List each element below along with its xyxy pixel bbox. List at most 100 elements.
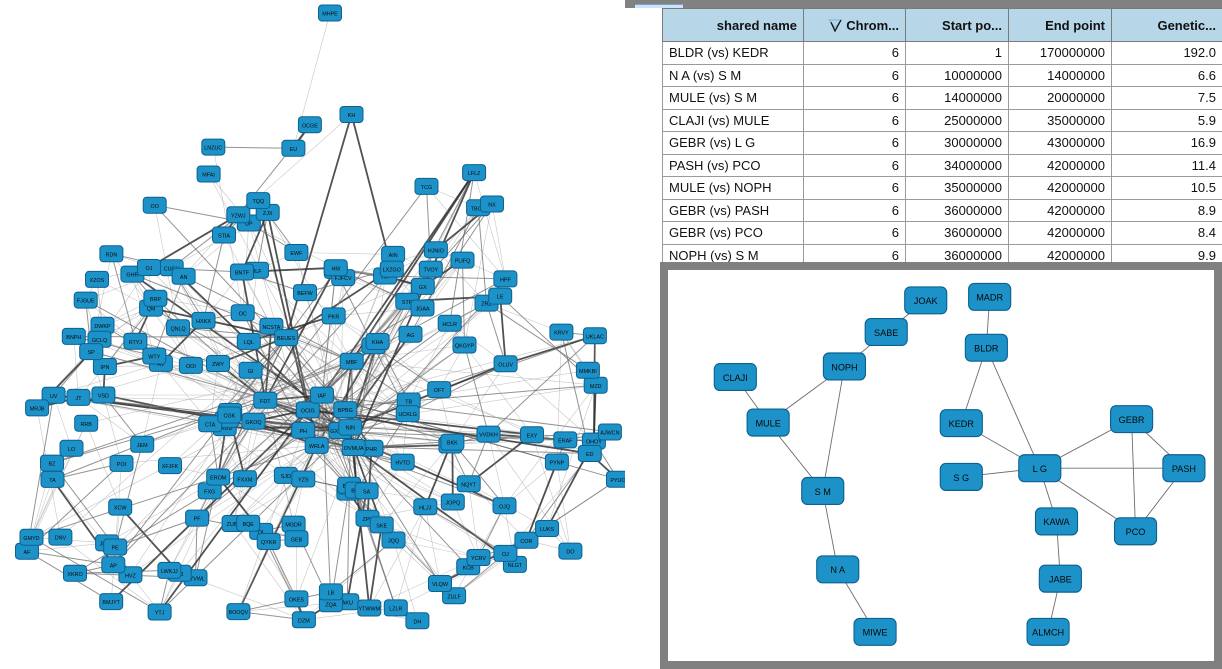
- svg-text:YCRV: YCRV: [471, 556, 486, 562]
- svg-text:LO: LO: [68, 447, 75, 453]
- svg-text:OCIG: OCIG: [301, 409, 315, 415]
- svg-text:PYUO: PYUO: [610, 478, 625, 484]
- svg-text:MMKBI: MMKBI: [579, 369, 597, 375]
- svg-text:BZ: BZ: [49, 462, 57, 468]
- svg-text:KEDR: KEDR: [949, 419, 975, 429]
- svg-text:GMYD: GMYD: [23, 536, 39, 542]
- svg-text:JT: JT: [76, 396, 83, 402]
- svg-text:QKGYP: QKGYP: [455, 344, 475, 350]
- svg-text:HM: HM: [332, 266, 341, 272]
- svg-text:COR: COR: [520, 539, 532, 545]
- svg-text:CLAJI: CLAJI: [723, 373, 748, 383]
- svg-text:OKES: OKES: [289, 598, 304, 604]
- svg-text:KCB: KCB: [463, 565, 474, 571]
- svg-text:BPBG: BPBG: [338, 408, 353, 414]
- svg-text:VVDKH: VVDKH: [479, 433, 498, 439]
- svg-text:JOPQ: JOPQ: [445, 501, 460, 507]
- svg-text:XZOS: XZOS: [90, 278, 105, 284]
- svg-text:ALMCH: ALMCH: [1032, 628, 1064, 638]
- svg-text:MBF: MBF: [346, 360, 358, 366]
- svg-text:HLJJ: HLJJ: [419, 505, 432, 511]
- svg-text:L G: L G: [1033, 464, 1047, 474]
- svg-text:UCKLG: UCKLG: [398, 412, 417, 418]
- svg-text:XFJFK: XFJFK: [162, 464, 179, 470]
- svg-text:OHOY: OHOY: [586, 440, 602, 446]
- svg-text:EROM: EROM: [210, 476, 227, 482]
- svg-text:YTWWM: YTWWM: [359, 607, 381, 613]
- svg-text:LXZGO: LXZGO: [383, 268, 401, 274]
- svg-text:GI: GI: [248, 369, 254, 375]
- svg-text:AF: AF: [24, 550, 32, 556]
- svg-text:HPF: HPF: [500, 278, 511, 284]
- svg-text:ZJX: ZJX: [263, 211, 273, 217]
- svg-text:HJNIO: HJNIO: [428, 248, 444, 254]
- svg-text:BNTF: BNTF: [235, 271, 250, 277]
- svg-text:GEBR: GEBR: [1119, 415, 1145, 425]
- svg-text:MADR: MADR: [976, 293, 1003, 303]
- svg-text:NX: NX: [488, 203, 496, 209]
- svg-text:NLGT: NLGT: [508, 563, 523, 569]
- svg-text:OJ: OJ: [502, 552, 509, 558]
- svg-text:PYNP: PYNP: [550, 461, 565, 467]
- svg-text:WRLA: WRLA: [309, 444, 325, 450]
- svg-text:MULE: MULE: [755, 418, 780, 428]
- svg-text:FJGUE: FJGUE: [77, 299, 95, 305]
- svg-text:ZQA: ZQA: [325, 602, 336, 608]
- svg-text:ED: ED: [586, 452, 594, 458]
- svg-text:LB: LB: [328, 591, 335, 597]
- svg-text:TVOY: TVOY: [423, 268, 438, 274]
- svg-text:MHPE: MHPE: [322, 12, 338, 18]
- svg-text:KRVY: KRVY: [554, 331, 569, 337]
- svg-text:PF: PF: [194, 517, 202, 523]
- svg-text:OCGE: OCGE: [302, 123, 318, 129]
- svg-text:CTA: CTA: [205, 422, 216, 428]
- svg-text:RDN: RDN: [106, 252, 118, 258]
- svg-text:S G: S G: [953, 473, 969, 483]
- svg-text:TA: TA: [49, 478, 56, 484]
- svg-text:GEB: GEB: [291, 537, 303, 543]
- svg-text:XCW: XCW: [114, 506, 127, 512]
- svg-text:QM: QM: [147, 307, 156, 313]
- svg-text:OJQ: OJQ: [499, 504, 510, 510]
- svg-text:DNV: DNV: [55, 536, 67, 542]
- svg-text:TCG: TCG: [421, 185, 432, 191]
- svg-text:FXXM: FXXM: [237, 477, 252, 483]
- svg-text:PCO: PCO: [1126, 527, 1146, 537]
- svg-text:WTY: WTY: [148, 355, 160, 361]
- svg-text:KHA: KHA: [372, 340, 383, 346]
- svg-text:SP: SP: [88, 350, 96, 356]
- svg-text:DH: DH: [414, 619, 422, 625]
- svg-text:JGAA: JGAA: [415, 307, 429, 313]
- svg-text:MFAI: MFAI: [202, 173, 215, 179]
- svg-text:AIN: AIN: [389, 253, 398, 259]
- svg-text:OO: OO: [151, 204, 159, 210]
- svg-text:KH: KH: [348, 113, 356, 119]
- svg-text:QYKR: QYKR: [261, 540, 276, 546]
- svg-text:ZWY: ZWY: [212, 362, 224, 368]
- svg-text:GKOQ: GKOQ: [245, 420, 261, 426]
- svg-text:PLIFQ: PLIFQ: [455, 259, 471, 265]
- svg-text:TB: TB: [405, 400, 412, 406]
- svg-text:XKRO: XKRO: [67, 572, 82, 578]
- svg-text:PE: PE: [112, 546, 120, 552]
- svg-text:RTYJ: RTYJ: [129, 340, 143, 346]
- svg-text:PHR: PHR: [366, 447, 377, 453]
- svg-text:LFLZ: LFLZ: [468, 171, 481, 177]
- svg-text:YZWJ: YZWJ: [231, 213, 246, 219]
- svg-text:GHR: GHR: [126, 273, 138, 279]
- svg-text:LWKJJ: LWKJJ: [161, 569, 178, 575]
- svg-text:LE: LE: [497, 295, 504, 301]
- svg-text:AJWCN: AJWCN: [600, 431, 619, 437]
- svg-text:DWKP: DWKP: [94, 324, 111, 330]
- svg-text:BKK: BKK: [447, 441, 458, 447]
- svg-text:OC: OC: [239, 311, 247, 317]
- svg-text:BRP: BRP: [150, 297, 161, 303]
- svg-text:JEM: JEM: [137, 443, 148, 449]
- svg-text:EWF: EWF: [290, 251, 303, 257]
- svg-text:MGDR: MGDR: [285, 523, 302, 529]
- svg-text:YTJ: YTJ: [155, 611, 165, 617]
- svg-text:FJFCV: FJFCV: [335, 276, 352, 282]
- svg-text:KAWA: KAWA: [1043, 517, 1070, 527]
- svg-text:HVZ: HVZ: [125, 573, 136, 579]
- svg-text:JQQ: JQQ: [388, 539, 399, 545]
